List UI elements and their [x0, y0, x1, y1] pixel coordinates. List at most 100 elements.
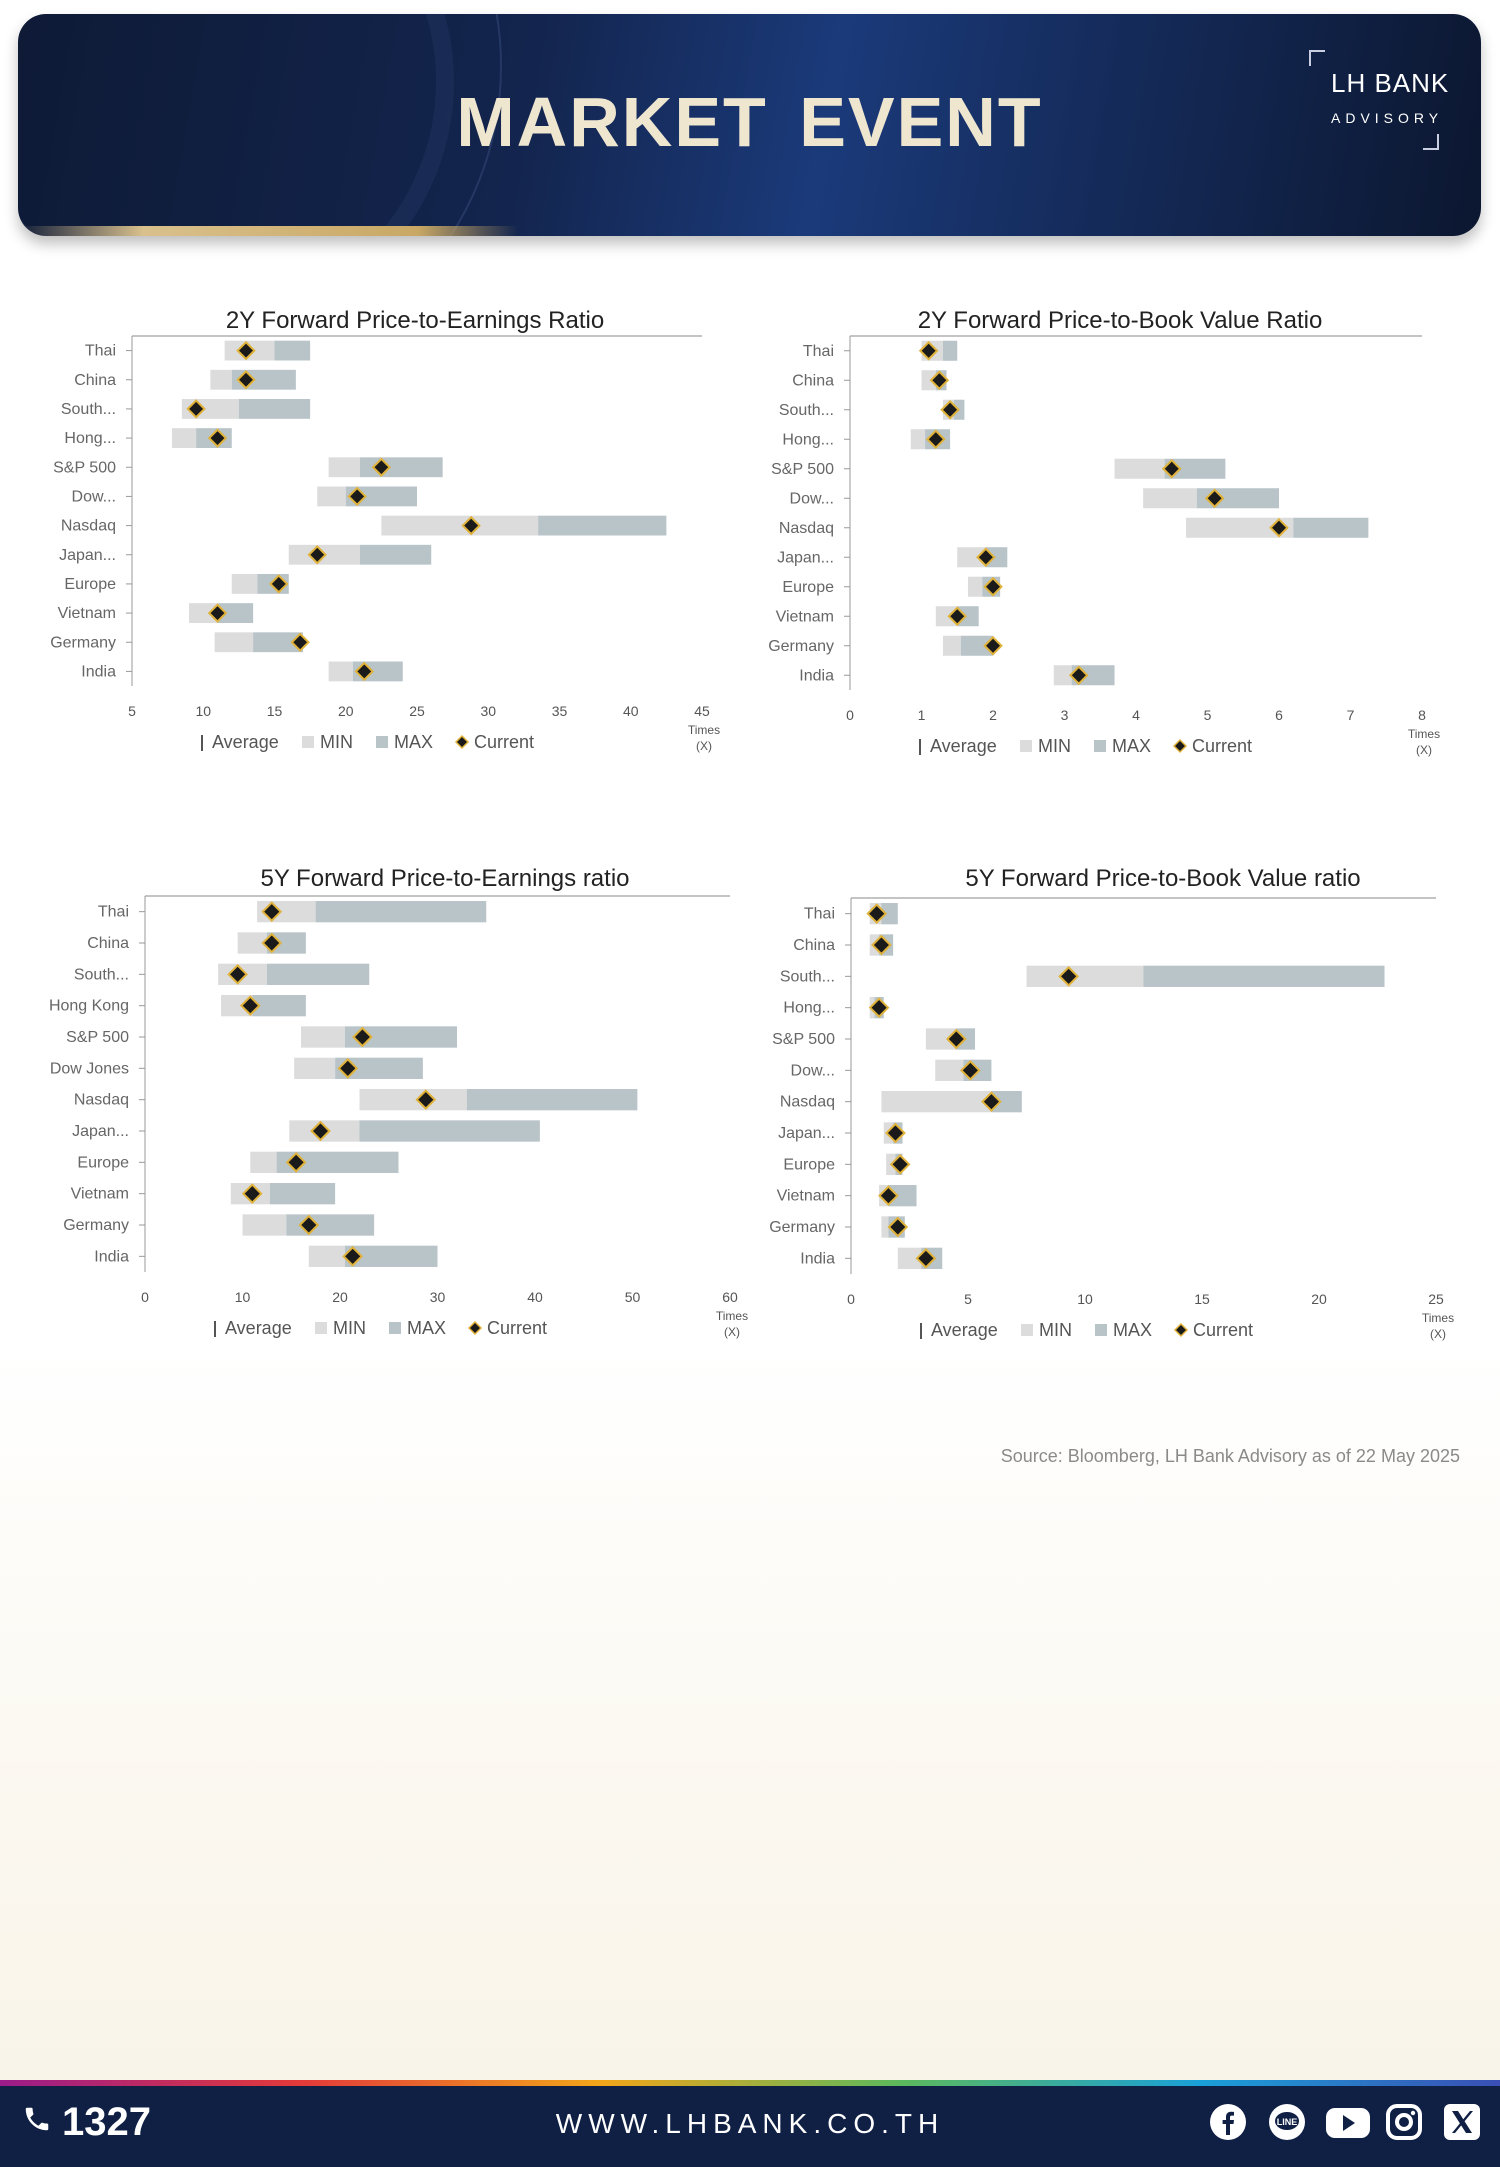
- phone-icon: [22, 2100, 52, 2145]
- current-marker: [241, 1183, 263, 1205]
- social-links: LINE: [1194, 2102, 1482, 2146]
- category-label: Dow...: [791, 1062, 835, 1079]
- legend-min-label: MIN: [333, 1318, 366, 1338]
- category-label: India: [94, 1248, 129, 1265]
- bar-min: [381, 515, 539, 536]
- current-marker: [866, 903, 888, 925]
- legend-average-label: Average: [931, 1320, 998, 1340]
- legend-min-swatch: [1020, 740, 1032, 752]
- x-tick-label: 10: [235, 1289, 251, 1305]
- category-label: Vietnam: [776, 608, 834, 625]
- bar-min: [301, 1026, 345, 1048]
- chart-2y-pe: 2Y Forward Price-to-Earnings Ratio Thai Ch…: [20, 300, 740, 800]
- chart-svg: 2Y Forward Price-to-Earnings Ratio Thai Ch…: [50, 307, 720, 753]
- current-marker: [337, 1057, 359, 1079]
- facebook-icon[interactable]: [1208, 2102, 1248, 2142]
- bar-min: [1186, 517, 1294, 538]
- bar-min: [221, 995, 253, 1017]
- legend-max-label: MAX: [394, 732, 433, 752]
- category-label: Hong Kong: [49, 998, 129, 1015]
- bar-max: [1164, 458, 1226, 479]
- bar-min: [359, 1089, 467, 1111]
- bar-min: [1143, 488, 1197, 509]
- x-axis-unit: (X): [724, 1325, 740, 1339]
- x-axis-label: Times: [716, 1309, 748, 1323]
- current-marker: [959, 1059, 981, 1081]
- legend-current-swatch: [1172, 738, 1188, 754]
- current-marker: [947, 606, 968, 627]
- x-tick-label: 7: [1347, 707, 1355, 723]
- bar-min: [881, 1091, 992, 1113]
- lh-bank-logo: LH BANK ADVISORY: [1309, 50, 1448, 150]
- bar-min: [328, 457, 360, 478]
- bar-min: [1053, 665, 1072, 686]
- x-tick-label: 15: [267, 703, 283, 719]
- current-marker: [269, 574, 289, 594]
- category-label: Dow...: [72, 488, 116, 505]
- legend-max-swatch: [1094, 740, 1106, 752]
- bar-max: [991, 1091, 1022, 1113]
- category-label: S&P 500: [66, 1029, 129, 1046]
- chart-title: 2Y Forward Price-to-Book Value Ratio: [918, 307, 1323, 334]
- bar-min: [935, 606, 958, 627]
- current-marker: [371, 457, 392, 477]
- bar-max: [335, 1057, 423, 1079]
- instagram-icon[interactable]: [1384, 2102, 1424, 2142]
- bar-max: [1143, 965, 1385, 987]
- gold-accent-line: [18, 226, 518, 236]
- category-label: Japan...: [72, 1123, 129, 1140]
- x-tick-label: 1: [918, 707, 926, 723]
- current-marker: [981, 1091, 1002, 1113]
- current-marker: [307, 545, 327, 565]
- chart-svg: 5Y Forward Price-to-Earnings ratio Thai Ch…: [49, 865, 748, 1339]
- x-tick-label: 0: [847, 1291, 855, 1307]
- bar-min: [171, 428, 197, 448]
- bar-max: [957, 606, 979, 627]
- x-tick-label: 5: [128, 703, 136, 719]
- x-tick-label: 2: [989, 707, 997, 723]
- line-icon[interactable]: LINE: [1267, 2102, 1307, 2142]
- bar-min: [328, 661, 353, 682]
- hotline[interactable]: 1327: [22, 2100, 151, 2145]
- header-banner: MARKET EVENT LH BANK ADVISORY: [18, 14, 1481, 236]
- bar-max: [276, 1151, 399, 1173]
- current-marker: [878, 1185, 899, 1207]
- category-label: Nasdaq: [61, 518, 116, 535]
- legend-min-swatch: [1021, 1324, 1033, 1336]
- x-tick-label: 45: [694, 703, 710, 719]
- website-link[interactable]: WWW.LHBANK.CO.TH: [555, 2108, 945, 2139]
- current-marker: [236, 340, 256, 361]
- bar-min: [294, 1057, 336, 1079]
- category-label: Europe: [782, 579, 834, 596]
- legend-max-swatch: [1095, 1324, 1107, 1336]
- category-label: Dow Jones: [50, 1060, 129, 1077]
- bar-min: [921, 370, 936, 391]
- bar-max: [466, 1089, 638, 1111]
- category-label: China: [792, 372, 834, 389]
- legend-current-swatch: [1173, 1322, 1189, 1338]
- current-marker: [207, 603, 228, 623]
- legend-min-swatch: [302, 736, 314, 748]
- legend-current-swatch: [454, 734, 470, 750]
- legend-current-label: Current: [1192, 736, 1252, 756]
- current-marker: [929, 370, 950, 391]
- bar-max: [344, 1026, 457, 1048]
- x-icon[interactable]: [1442, 2102, 1482, 2142]
- x-tick-label: 35: [552, 703, 568, 719]
- chart-2y-pb: 2Y Forward Price-to-Book Value Ratio Thai…: [740, 300, 1460, 800]
- x-axis-unit: (X): [1430, 1327, 1446, 1341]
- bar-max: [985, 547, 1008, 568]
- x-tick-label: 8: [1418, 707, 1426, 723]
- current-marker: [347, 486, 367, 507]
- bar-min: [250, 1151, 277, 1173]
- source-note: Source: Bloomberg, LH Bank Advisory as o…: [1000, 1446, 1460, 1466]
- current-marker: [983, 576, 1003, 597]
- youtube-icon[interactable]: [1325, 2102, 1371, 2142]
- current-marker: [207, 428, 228, 448]
- category-label: Germany: [768, 638, 834, 655]
- category-label: Dow...: [790, 490, 834, 507]
- bar-max: [217, 603, 254, 623]
- category-label: Thai: [804, 906, 835, 923]
- category-label: South...: [779, 402, 834, 419]
- bar-min: [210, 369, 232, 390]
